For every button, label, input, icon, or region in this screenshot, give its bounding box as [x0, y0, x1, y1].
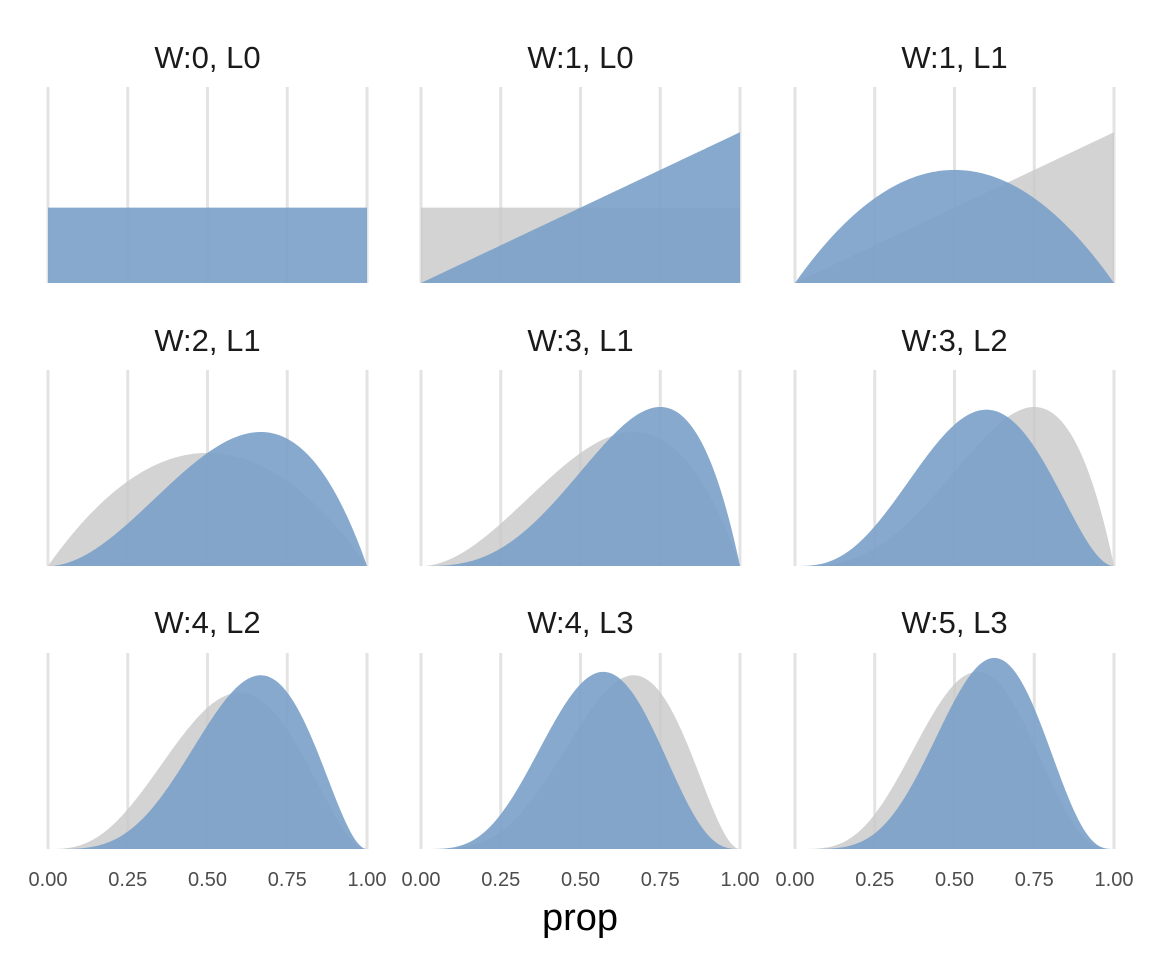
facet-panel: W:2, L1: [46, 323, 369, 566]
posterior-area: [795, 409, 1114, 566]
posterior-area: [48, 675, 367, 849]
facet-panel: W:3, L1: [419, 323, 742, 566]
panel-title: W:4, L3: [527, 605, 633, 640]
x-tick-label: 0.75: [1015, 869, 1054, 891]
posterior-area: [421, 132, 740, 283]
facet-panel: W:4, L2: [46, 605, 369, 849]
x-tick-label: 1.00: [348, 869, 387, 891]
x-tick-label: 0.75: [268, 869, 307, 891]
panel-title: W:3, L1: [527, 323, 633, 358]
x-tick-label: 0.00: [29, 869, 68, 891]
posterior-area: [795, 169, 1114, 283]
panel-title: W:2, L1: [154, 323, 260, 358]
posterior-area: [48, 431, 367, 566]
x-tick-label: 0.25: [855, 869, 894, 891]
posterior-area: [48, 207, 367, 283]
panel-grid: W:0, L0 W:1, L0 W:1, L1 W:2, L1 W:3, L1 W:3, …: [46, 40, 1116, 849]
panel-title: W:1, L0: [527, 40, 633, 75]
x-tick-label: 0.50: [935, 869, 974, 891]
x-tick-label: 0.50: [188, 869, 227, 891]
panel-title: W:0, L0: [154, 40, 260, 75]
x-axis-title: prop: [542, 897, 618, 939]
facet-panel: W:3, L2: [793, 323, 1116, 566]
x-tick-label: 1.00: [721, 869, 760, 891]
posterior-area: [795, 657, 1114, 849]
x-tick-label: 0.25: [481, 869, 520, 891]
x-tick-label: 0.25: [108, 869, 147, 891]
posterior-area: [421, 406, 740, 566]
panel-title: W:3, L2: [901, 323, 1007, 358]
panel-title: W:4, L2: [154, 605, 260, 640]
x-axes: 0.00 0.25 0.50 0.75 1.00 0.00 0.25 0.50 0.75 1.00…: [29, 869, 1134, 891]
facet-panel: W:1, L1: [793, 40, 1116, 283]
facet-panel: W:4, L3: [419, 605, 742, 849]
panel-title: W:1, L1: [901, 40, 1007, 75]
posterior-area: [421, 671, 740, 849]
facet-panel: W:5, L3: [793, 605, 1116, 849]
panel-title: W:5, L3: [901, 605, 1007, 640]
facet-panel: W:0, L0: [46, 40, 369, 283]
x-tick-label: 0.75: [641, 869, 680, 891]
x-tick-label: 0.50: [561, 869, 600, 891]
x-tick-label: 1.00: [1095, 869, 1134, 891]
facet-panel: W:1, L0: [419, 40, 742, 283]
x-tick-label: 0.00: [776, 869, 815, 891]
x-tick-label: 0.00: [402, 869, 441, 891]
